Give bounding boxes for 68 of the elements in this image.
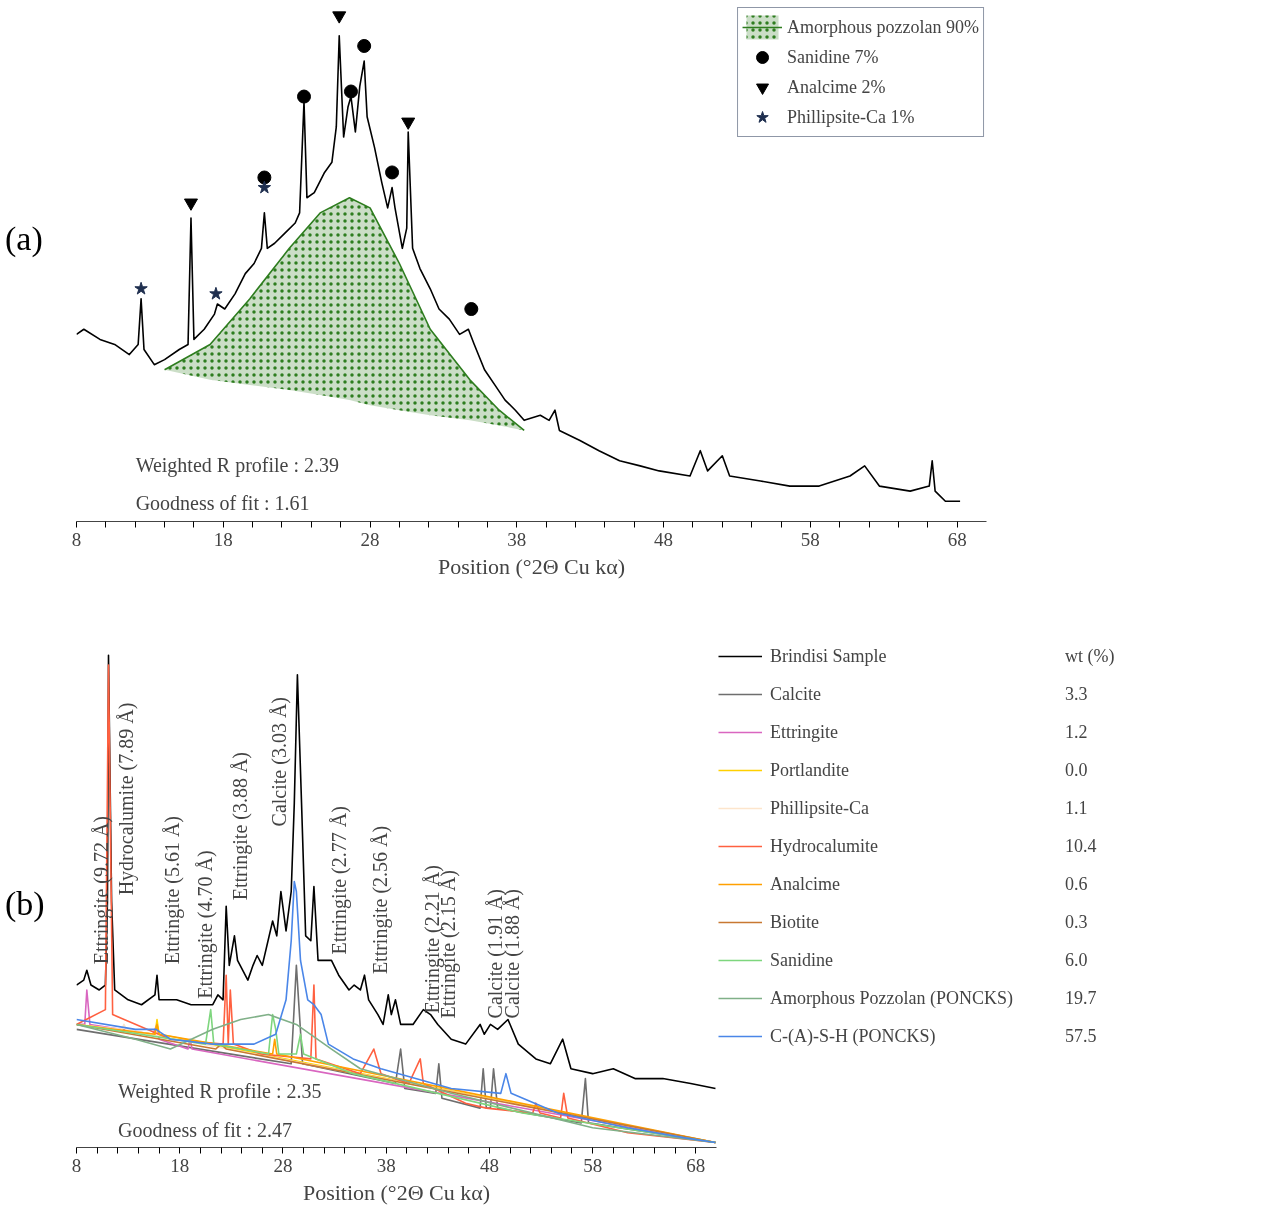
x-tick-label: 58: [583, 1154, 603, 1176]
annotation: Goodness of fit : 1.61: [135, 492, 310, 515]
annotation: Ettringite (4.70 Å): [194, 850, 218, 999]
legend-label: Sanidine 7%: [787, 45, 879, 69]
x-axis-title: Position (°2Θ Cu kα): [302, 1179, 491, 1205]
point: [257, 180, 272, 194]
point: [385, 165, 400, 180]
annotation: Ettringite (5.61 Å): [161, 815, 185, 965]
legend-label: Brindisi Sample: [770, 644, 887, 668]
point: [343, 84, 358, 99]
x-tick-label: 8: [71, 528, 82, 550]
legend-label: Amorphous Pozzolan (PONCKS): [770, 986, 1013, 1010]
legend-label: Hydrocalumite: [770, 834, 878, 858]
text: 1.2: [1065, 720, 1088, 744]
x-tick-label: 68: [947, 528, 967, 550]
legend-label: Sanidine: [770, 948, 833, 972]
point: [357, 38, 372, 53]
text: 0.0: [1065, 758, 1088, 782]
annotation: Calcite (3.03 Å): [268, 697, 292, 827]
text: (a): [5, 219, 43, 259]
text: 0.6: [1065, 872, 1088, 896]
point: [464, 302, 479, 317]
x-tick-label: 18: [213, 528, 233, 550]
x-tick-label: 38: [507, 528, 527, 550]
point: [257, 170, 272, 185]
annotation: Ettringite (3.88 Å): [229, 751, 253, 901]
annotation: Ettringite (9.72 Å): [89, 815, 113, 965]
annotation: Weighted R profile : 2.35: [118, 1080, 322, 1104]
legend-label: Calcite: [770, 682, 821, 706]
point: [183, 198, 198, 211]
text: 10.4: [1065, 834, 1097, 858]
legend-label: Amorphous pozzolan 90%: [787, 15, 979, 39]
legend-label: Ettringite: [770, 720, 838, 744]
text: 6.0: [1065, 948, 1088, 972]
x-tick-label: 38: [376, 1154, 396, 1176]
legend-label: Biotite: [770, 910, 819, 934]
point: [297, 89, 311, 104]
text: (b): [5, 884, 45, 924]
text: 19.7: [1065, 986, 1097, 1010]
text: 1.1: [1065, 796, 1088, 820]
legend-label: Phillipsite-Ca: [770, 796, 869, 820]
legend-title: wt (%): [1065, 644, 1115, 668]
point: [401, 117, 416, 130]
text: 3.3: [1065, 682, 1088, 706]
point: [134, 281, 148, 295]
x-tick-label: 58: [800, 528, 820, 550]
annotation: Ettringite (2.77 Å): [328, 806, 352, 955]
text: 0.3: [1065, 910, 1088, 934]
annotation: Ettringite (2.56 Å): [368, 825, 392, 975]
annotation: Goodness of fit : 2.47: [118, 1118, 292, 1141]
annotation: Weighted R profile : 2.39: [135, 453, 340, 477]
x-tick-label: 28: [273, 1154, 293, 1176]
x-axis-title: Position (°2Θ Cu kα): [437, 553, 626, 579]
legend-label: Analcime: [770, 872, 840, 896]
x-tick-label: 28: [360, 528, 380, 550]
x-tick-label: 8: [71, 1154, 82, 1176]
legend-label: Analcime 2%: [787, 75, 886, 99]
legend-label: Portlandite: [770, 758, 849, 782]
text: 57.5: [1065, 1024, 1097, 1048]
legend-label: C-(A)-S-H (PONCKS): [770, 1024, 936, 1048]
x-tick-label: 18: [170, 1154, 190, 1176]
x-tick-label: 48: [479, 1154, 499, 1176]
point: [332, 11, 347, 24]
point: [209, 286, 223, 300]
x-tick-label: 48: [654, 528, 674, 550]
annotation: Hydrocalumite (7.89 Å): [114, 702, 138, 896]
x-tick-label: 68: [686, 1154, 706, 1176]
legend-label: Phillipsite-Ca 1%: [787, 105, 915, 129]
